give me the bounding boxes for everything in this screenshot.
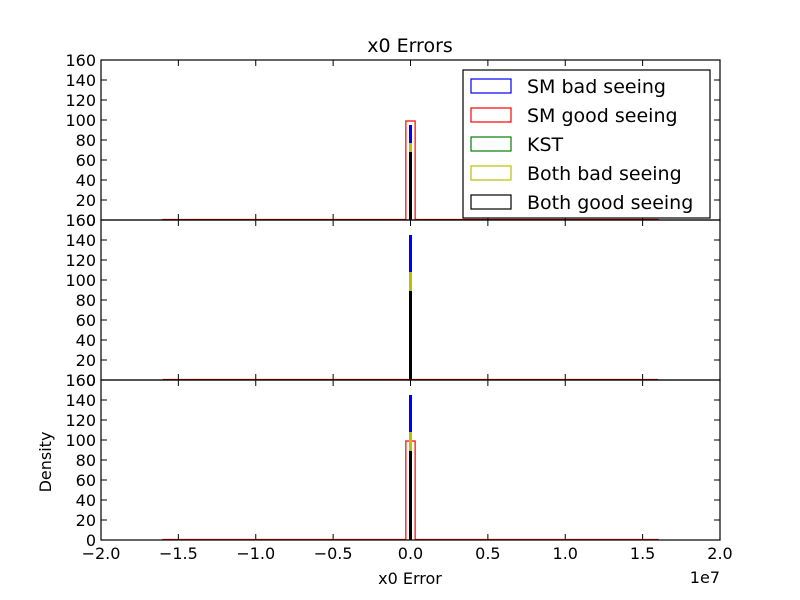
x-tick-label: 1.0 <box>553 544 578 563</box>
legend-swatch <box>470 194 512 210</box>
y-tick-label: 60 <box>76 151 96 170</box>
y-tick-label: 100 <box>65 271 96 290</box>
x-tick-label: 0.0 <box>398 544 423 563</box>
chart-title: x0 Errors <box>367 35 453 57</box>
x-offset-label: 1e7 <box>690 568 720 587</box>
x-tick-label: −2.0 <box>82 544 121 563</box>
y-tick-label: 40 <box>76 331 96 350</box>
y-tick-label: 20 <box>76 351 96 370</box>
y-tick-label: 160 <box>65 51 96 70</box>
y-tick-label: 120 <box>65 91 96 110</box>
y-tick-label: 20 <box>76 511 96 530</box>
x-axis: −2.0 −1.5 −1.0 −0.5 0.0 0.5 1.0 1.5 2.0 <box>82 544 733 563</box>
y-tick-label: 0 <box>86 371 96 390</box>
x-tick-label: −0.5 <box>314 544 353 563</box>
legend-swatch <box>470 136 512 152</box>
legend-item: SM bad seeing <box>470 76 666 98</box>
y-tick-label: 120 <box>65 251 96 270</box>
y-tick-label: 80 <box>76 131 96 150</box>
y-tick-label: 80 <box>76 451 96 470</box>
legend-swatch <box>470 78 512 94</box>
y-tick-label: 140 <box>65 71 96 90</box>
legend-swatch <box>470 165 512 181</box>
x-tick-label: 0.5 <box>475 544 500 563</box>
y-tick-label: 140 <box>65 231 96 250</box>
y-tick-label: 80 <box>76 291 96 310</box>
x-axis-label: x0 Error <box>378 569 442 588</box>
y-tick-label: 60 <box>76 471 96 490</box>
y-tick-label: 0 <box>86 531 96 550</box>
x-tick-label: −1.5 <box>159 544 198 563</box>
legend-label: KST <box>527 134 564 156</box>
legend-item: Both good seeing <box>470 192 693 214</box>
legend-item: KST <box>470 134 564 156</box>
y-tick-label: 160 <box>65 211 96 230</box>
legend: SM bad seeing SM good seeing KST Both bad s… <box>462 69 711 219</box>
y-tick-label: 160 <box>65 371 96 390</box>
legend-label: SM good seeing <box>527 105 678 127</box>
legend-item: SM good seeing <box>470 105 678 127</box>
panels: 0204060801001201401600204060801001201401… <box>65 51 721 550</box>
y-axis-label: Density <box>36 432 55 493</box>
y-tick-label: 100 <box>65 111 96 130</box>
y-tick-label: 100 <box>65 431 96 450</box>
y-tick-label: 120 <box>65 411 96 430</box>
x-tick-label: 1.5 <box>630 544 655 563</box>
x-tick-label: −1.0 <box>236 544 275 563</box>
y-tick-label: 20 <box>76 191 96 210</box>
y-tick-label: 0 <box>86 211 96 230</box>
legend-label: Both bad seeing <box>527 163 682 185</box>
legend-label: Both good seeing <box>527 192 693 214</box>
x-tick-label: 2.0 <box>707 544 732 563</box>
y-tick-label: 40 <box>76 171 96 190</box>
y-tick-label: 60 <box>76 311 96 330</box>
y-tick-label: 40 <box>76 491 96 510</box>
y-tick-label: 140 <box>65 391 96 410</box>
legend-swatch <box>470 107 512 123</box>
legend-box <box>462 69 711 219</box>
legend-item: Both bad seeing <box>470 163 682 185</box>
legend-label: SM bad seeing <box>527 76 666 98</box>
